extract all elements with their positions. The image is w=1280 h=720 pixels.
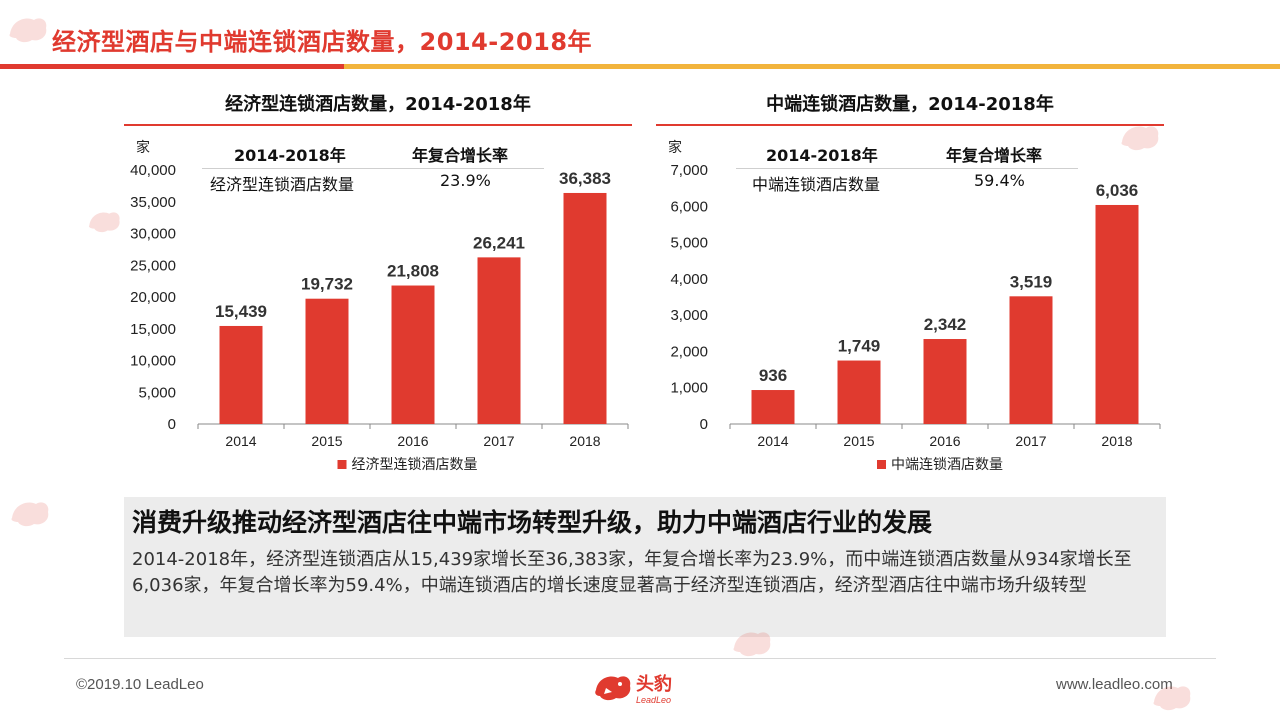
legend-label: 中端连锁酒店数量	[891, 456, 1003, 472]
summary-body: 2014-2018年，经济型连锁酒店从15,439家增长至36,383家，年复合…	[132, 549, 1132, 596]
chart-title-economy: 经济型连锁酒店数量，2014-2018年	[225, 94, 531, 115]
chart-title-rule-economy	[124, 124, 632, 126]
cagr-row-label: 中端连锁酒店数量	[752, 175, 881, 194]
y-tick-label: 0	[700, 416, 708, 433]
y-tick-label: 40,000	[130, 162, 176, 179]
logo-text: 头豹	[636, 673, 672, 695]
x-tick-label: 2014	[225, 433, 256, 449]
x-tick-label: 2015	[843, 433, 874, 449]
y-tick-label: 0	[168, 416, 176, 433]
data-label-2018: 6,036	[1096, 181, 1139, 200]
logo-subtext: LeadLeo	[636, 695, 671, 705]
data-label-2015: 1,749	[838, 337, 881, 356]
cagr-header-period: 2014-2018年	[234, 146, 346, 165]
page-title: 经济型酒店与中端连锁酒店数量，2014-2018年	[52, 28, 593, 56]
data-label-2015: 19,732	[301, 275, 353, 294]
legend-swatch	[337, 460, 347, 469]
bar-2017	[477, 257, 521, 424]
y-tick-label: 6,000	[670, 198, 708, 215]
cagr-row-label: 经济型连锁酒店数量	[210, 175, 355, 194]
data-label-2017: 26,241	[473, 233, 525, 252]
x-tick-label: 2014	[757, 433, 788, 449]
bar-2015	[305, 298, 349, 424]
watermark-logo-icon	[11, 502, 49, 527]
legend-swatch	[877, 460, 886, 469]
x-tick-label: 2017	[1015, 433, 1046, 449]
cagr-table-midscale: 2014-2018年 年复合增长率 中端连锁酒店数量 59.4%	[736, 140, 1078, 198]
watermark-logo-icon	[1153, 686, 1191, 711]
bar-2018	[1095, 204, 1139, 424]
footer-copyright: ©2019.10 LeadLeo	[76, 676, 204, 693]
economy-hotel-bar-chart: 家 0 5,000 10,000 15,000 20,000 25,000 30,000 35,…	[130, 139, 629, 472]
y-tick-label: 15,000	[130, 321, 176, 338]
cagr-header-rate: 年复合增长率	[412, 146, 509, 165]
y-tick-label: 5,000	[670, 235, 708, 252]
cagr-header-period: 2014-2018年	[766, 146, 878, 165]
y-axis-unit-label: 家	[668, 139, 682, 155]
x-tick-label: 2018	[569, 433, 600, 449]
bar-2017	[1009, 296, 1053, 424]
footer-website[interactable]: www.leadleo.com	[1056, 676, 1173, 693]
summary-box: 消费升级推动经济型酒店往中端市场转型升级，助力中端酒店行业的发展 2014-20…	[124, 497, 1166, 637]
y-tick-label: 2,000	[670, 343, 708, 360]
data-label-2014: 15,439	[215, 302, 267, 321]
y-tick-label: 3,000	[670, 307, 708, 324]
summary-heading: 消费升级推动经济型酒店往中端市场转型升级，助力中端酒店行业的发展	[132, 508, 933, 537]
x-tick-label: 2016	[397, 433, 428, 449]
y-tick-label: 4,000	[670, 271, 708, 288]
data-label-2014: 936	[759, 366, 787, 385]
y-tick-label: 7,000	[670, 162, 708, 179]
header-rule-yellow	[344, 64, 1280, 69]
bar-2018	[563, 192, 607, 424]
midscale-hotel-bar-chart: 家 0 1,000 2,000 3,000 4,000 5,000 6,000 7,000 936…	[668, 139, 1161, 472]
cagr-row-value: 59.4%	[974, 171, 1025, 190]
data-label-2018: 36,383	[559, 169, 611, 188]
y-tick-label: 1,000	[670, 380, 708, 397]
x-tick-label: 2017	[483, 433, 514, 449]
leopard-logo-icon: 头豹 LeadLeo	[595, 673, 672, 705]
cagr-divider	[202, 168, 544, 169]
cagr-divider	[736, 168, 1078, 169]
header-rule-red	[0, 64, 344, 69]
watermark-logo-icon	[1121, 126, 1159, 151]
bar-2015	[837, 360, 881, 424]
data-label-2016: 2,342	[924, 315, 967, 334]
cagr-header-rate: 年复合增长率	[946, 146, 1043, 165]
cagr-row-value: 23.9%	[440, 171, 491, 190]
y-tick-label: 25,000	[130, 257, 176, 274]
watermark-logo-icon	[733, 632, 771, 657]
legend-label: 经济型连锁酒店数量	[352, 456, 478, 472]
footer-rule	[64, 658, 1216, 659]
chart-title-rule-midscale	[656, 124, 1164, 126]
y-tick-label: 20,000	[130, 289, 176, 306]
data-label-2017: 3,519	[1010, 272, 1053, 291]
y-tick-label: 35,000	[130, 194, 176, 211]
bar-2016	[391, 285, 435, 424]
bar-2016	[923, 339, 967, 424]
leadleo-logo: 头豹 LeadLeo	[592, 668, 692, 713]
bar-2014	[219, 325, 263, 424]
data-label-2016: 21,808	[387, 262, 439, 281]
y-tick-label: 10,000	[130, 353, 176, 370]
y-axis-unit-label: 家	[136, 139, 150, 155]
cagr-table-economy: 2014-2018年 年复合增长率 经济型连锁酒店数量 23.9%	[202, 140, 544, 198]
x-tick-label: 2015	[311, 433, 342, 449]
y-tick-label: 30,000	[130, 226, 176, 243]
x-tick-label: 2018	[1101, 433, 1132, 449]
chart-title-midscale: 中端连锁酒店数量，2014-2018年	[766, 94, 1054, 115]
x-tick-label: 2016	[929, 433, 960, 449]
watermark-logo-icon	[88, 212, 120, 233]
bar-2014	[751, 390, 795, 424]
watermark-logo-icon	[9, 18, 47, 43]
y-tick-label: 5,000	[138, 384, 176, 401]
